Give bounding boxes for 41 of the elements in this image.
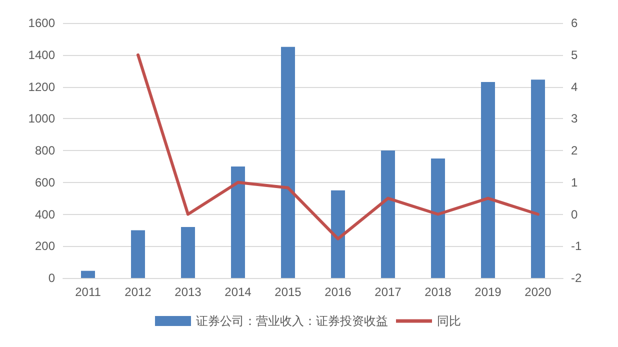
y-tick-label: 400 — [34, 207, 56, 222]
x-tick-label: 2014 — [224, 285, 252, 299]
bar — [281, 46, 295, 278]
y-tick-label: 600 — [34, 175, 56, 190]
y2-tick-label: 5 — [571, 48, 578, 62]
y-tick-label: 800 — [34, 144, 56, 158]
x-tick-label: 2012 — [124, 285, 152, 299]
y2-tick-label: 3 — [571, 112, 578, 126]
bar — [431, 158, 445, 278]
bar — [231, 166, 245, 278]
x-tick-label: 2019 — [474, 285, 502, 299]
bar — [131, 230, 145, 278]
x-tick-label: 2013 — [174, 285, 202, 299]
y2-tick-label: -2 — [571, 271, 582, 285]
y2-tick-label: 4 — [571, 80, 578, 94]
y-tick-label: 0 — [48, 271, 56, 285]
x-tick-label: 2017 — [374, 285, 402, 299]
x-tick-label: 2015 — [274, 285, 302, 299]
y2-tick-label: -1 — [571, 239, 582, 254]
x-tick-label: 2020 — [524, 285, 552, 299]
y-tick-label: 200 — [34, 239, 56, 254]
y2-tick-label: 1 — [571, 175, 578, 190]
bar — [481, 82, 495, 278]
y-tick-label: 1000 — [28, 112, 56, 126]
bar — [331, 190, 345, 278]
legend-label: 同比 — [437, 314, 461, 328]
bar — [531, 80, 545, 278]
y-tick-label: 1200 — [28, 80, 56, 94]
bar — [381, 150, 395, 278]
bar — [81, 270, 95, 278]
bar — [181, 227, 195, 278]
x-tick-label: 2011 — [75, 285, 102, 299]
y-tick-label: 1400 — [28, 48, 56, 62]
legend-label: 证券公司：营业收入：证券投资收益 — [196, 314, 388, 328]
y2-tick-label: 2 — [571, 144, 578, 158]
line-series — [136, 53, 540, 240]
y2-tick-label: 6 — [571, 16, 578, 30]
x-tick-label: 2018 — [424, 285, 452, 299]
x-tick-label: 2016 — [324, 285, 352, 299]
y2-tick-label: 0 — [571, 207, 578, 222]
y-tick-label: 1600 — [28, 16, 56, 30]
